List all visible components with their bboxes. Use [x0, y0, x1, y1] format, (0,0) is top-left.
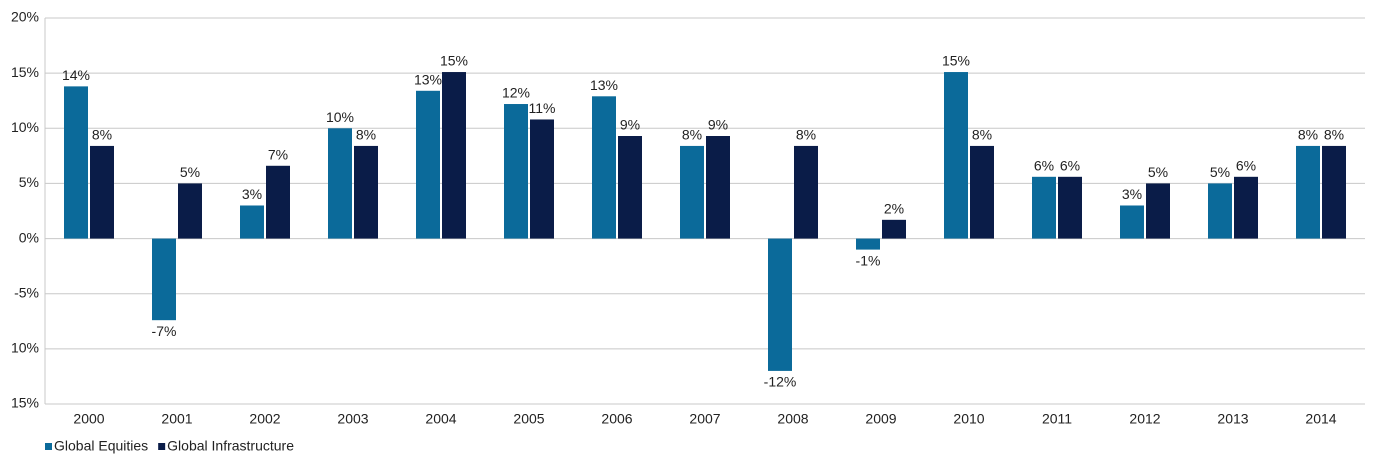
value-label: 8% [1298, 127, 1318, 143]
value-label: 13% [414, 71, 442, 87]
value-label: 8% [972, 127, 992, 143]
bar [266, 165, 290, 239]
y-tick-label: 15% [11, 64, 39, 80]
x-tick-label: 2013 [1217, 411, 1248, 427]
bar [768, 238, 792, 371]
value-label: 5% [1210, 164, 1230, 180]
x-tick-label: 2009 [865, 411, 896, 427]
value-label: 13% [590, 77, 618, 93]
bar [1322, 145, 1346, 239]
bar [354, 145, 378, 239]
x-tick-label: 2007 [689, 411, 720, 427]
value-label: 15% [942, 53, 970, 69]
bar [970, 145, 994, 239]
bar [794, 145, 818, 239]
bar [592, 96, 616, 239]
value-label: -1% [856, 252, 881, 268]
value-label: 8% [356, 127, 376, 143]
value-label: 8% [796, 127, 816, 143]
bar [1058, 176, 1082, 239]
bar [442, 72, 466, 239]
value-label: 15% [440, 53, 468, 69]
bar [1032, 176, 1056, 239]
x-tick-label: 2005 [513, 411, 544, 427]
bar [1234, 176, 1258, 239]
value-label: 8% [92, 127, 112, 143]
legend-label: Global Equities [54, 438, 148, 454]
value-label: 14% [62, 67, 90, 83]
value-label: 6% [1060, 158, 1080, 174]
y-tick-label: 10% [11, 340, 39, 356]
value-label: 7% [268, 146, 288, 162]
legend-label: Global Infrastructure [167, 438, 294, 454]
bar [944, 72, 968, 239]
bar [530, 119, 554, 239]
value-label: 12% [502, 85, 530, 101]
value-label: 9% [620, 117, 640, 133]
value-label: 2% [884, 201, 904, 217]
value-label: 6% [1236, 158, 1256, 174]
x-tick-label: 2012 [1129, 411, 1160, 427]
x-tick-label: 2008 [777, 411, 808, 427]
x-tick-label: 2001 [161, 411, 192, 427]
x-tick-label: 2004 [425, 411, 456, 427]
value-label: 8% [682, 127, 702, 143]
x-tick-label: 2010 [953, 411, 984, 427]
value-label: 6% [1034, 158, 1054, 174]
bar [152, 238, 176, 321]
x-tick-label: 2000 [73, 411, 104, 427]
value-label: 3% [242, 186, 262, 202]
value-label: 10% [326, 109, 354, 125]
y-tick-label: 15% [11, 395, 39, 411]
x-tick-label: 2014 [1305, 411, 1336, 427]
bar [706, 136, 730, 239]
x-tick-label: 2002 [249, 411, 280, 427]
y-tick-label: 0% [19, 229, 39, 245]
bar [856, 238, 880, 250]
bar [90, 145, 114, 239]
bar [504, 104, 528, 239]
legend-swatch [158, 443, 166, 450]
value-label: 8% [1324, 127, 1344, 143]
bar [1120, 205, 1144, 239]
y-tick-label: 20% [11, 9, 39, 25]
x-tick-label: 2003 [337, 411, 368, 427]
bar [178, 183, 202, 239]
value-label: -12% [764, 374, 797, 390]
y-tick-label: 10% [11, 119, 39, 135]
value-label: -7% [152, 323, 177, 339]
bar [64, 86, 88, 239]
bar [618, 136, 642, 239]
bar [240, 205, 264, 239]
bar [1146, 183, 1170, 239]
bar [680, 145, 704, 239]
value-label: 5% [1148, 164, 1168, 180]
y-tick-label: -5% [14, 284, 39, 300]
bar [416, 90, 440, 239]
y-tick-label: 5% [19, 174, 39, 190]
x-tick-label: 2006 [601, 411, 632, 427]
value-label: 5% [180, 164, 200, 180]
value-label: 9% [708, 117, 728, 133]
bar [882, 219, 906, 239]
value-label: 3% [1122, 186, 1142, 202]
bar [328, 128, 352, 239]
x-tick-label: 2011 [1042, 411, 1072, 427]
bar [1296, 145, 1320, 239]
bar [1208, 183, 1232, 239]
value-label: 11% [529, 100, 556, 116]
legend-swatch [45, 443, 52, 450]
